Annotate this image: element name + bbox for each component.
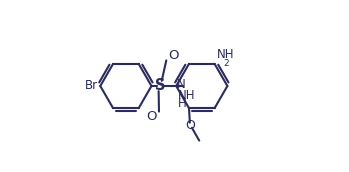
Text: NH: NH [217, 48, 235, 61]
Text: O: O [147, 110, 157, 123]
Text: O: O [169, 49, 179, 62]
Text: H: H [177, 96, 186, 110]
Text: O: O [185, 119, 195, 132]
Text: NH: NH [178, 89, 195, 102]
Text: 2: 2 [223, 59, 229, 68]
Text: N: N [177, 78, 186, 91]
Text: Br: Br [85, 79, 98, 92]
Text: S: S [155, 78, 165, 94]
